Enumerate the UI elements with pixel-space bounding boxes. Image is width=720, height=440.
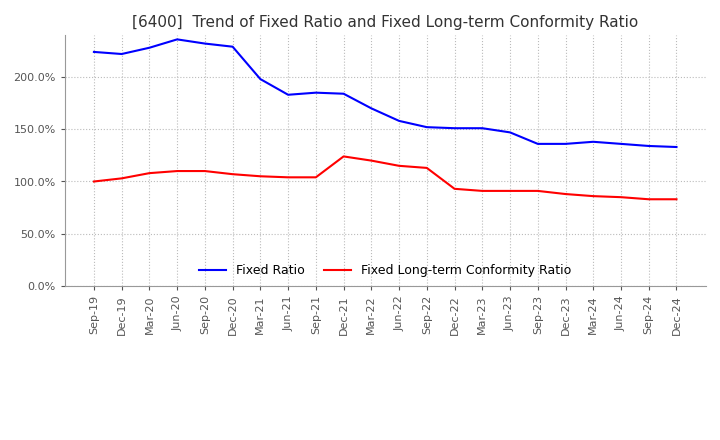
Fixed Long-term Conformity Ratio	[367, 158, 376, 163]
Fixed Long-term Conformity Ratio	[478, 188, 487, 194]
Fixed Long-term Conformity Ratio	[145, 170, 154, 176]
Fixed Long-term Conformity Ratio	[589, 194, 598, 199]
Fixed Long-term Conformity Ratio	[672, 197, 681, 202]
Fixed Long-term Conformity Ratio	[423, 165, 431, 171]
Fixed Long-term Conformity Ratio	[284, 175, 292, 180]
Fixed Ratio	[201, 41, 210, 46]
Fixed Ratio	[117, 51, 126, 57]
Fixed Ratio	[561, 141, 570, 147]
Fixed Ratio	[256, 77, 265, 82]
Line: Fixed Ratio: Fixed Ratio	[94, 39, 677, 147]
Fixed Ratio	[534, 141, 542, 147]
Fixed Long-term Conformity Ratio	[616, 194, 625, 200]
Fixed Ratio	[423, 125, 431, 130]
Fixed Ratio	[478, 125, 487, 131]
Fixed Ratio	[395, 118, 403, 124]
Line: Fixed Long-term Conformity Ratio: Fixed Long-term Conformity Ratio	[94, 156, 677, 199]
Fixed Ratio	[228, 44, 237, 49]
Fixed Long-term Conformity Ratio	[312, 175, 320, 180]
Fixed Long-term Conformity Ratio	[561, 191, 570, 197]
Fixed Ratio	[616, 141, 625, 147]
Fixed Ratio	[505, 130, 514, 135]
Fixed Ratio	[339, 91, 348, 96]
Fixed Ratio	[145, 45, 154, 50]
Fixed Ratio	[450, 125, 459, 131]
Legend: Fixed Ratio, Fixed Long-term Conformity Ratio: Fixed Ratio, Fixed Long-term Conformity …	[194, 259, 577, 282]
Fixed Ratio	[312, 90, 320, 95]
Fixed Long-term Conformity Ratio	[395, 163, 403, 169]
Fixed Long-term Conformity Ratio	[450, 186, 459, 191]
Fixed Ratio	[173, 37, 181, 42]
Fixed Ratio	[589, 139, 598, 144]
Fixed Long-term Conformity Ratio	[228, 172, 237, 177]
Fixed Long-term Conformity Ratio	[117, 176, 126, 181]
Fixed Ratio	[89, 49, 98, 55]
Fixed Long-term Conformity Ratio	[201, 169, 210, 174]
Fixed Long-term Conformity Ratio	[534, 188, 542, 194]
Fixed Long-term Conformity Ratio	[644, 197, 653, 202]
Fixed Long-term Conformity Ratio	[505, 188, 514, 194]
Fixed Ratio	[672, 144, 681, 150]
Fixed Long-term Conformity Ratio	[256, 174, 265, 179]
Fixed Ratio	[367, 106, 376, 111]
Fixed Ratio	[284, 92, 292, 97]
Fixed Long-term Conformity Ratio	[89, 179, 98, 184]
Fixed Long-term Conformity Ratio	[173, 169, 181, 174]
Title: [6400]  Trend of Fixed Ratio and Fixed Long-term Conformity Ratio: [6400] Trend of Fixed Ratio and Fixed Lo…	[132, 15, 639, 30]
Fixed Ratio	[644, 143, 653, 149]
Fixed Long-term Conformity Ratio	[339, 154, 348, 159]
